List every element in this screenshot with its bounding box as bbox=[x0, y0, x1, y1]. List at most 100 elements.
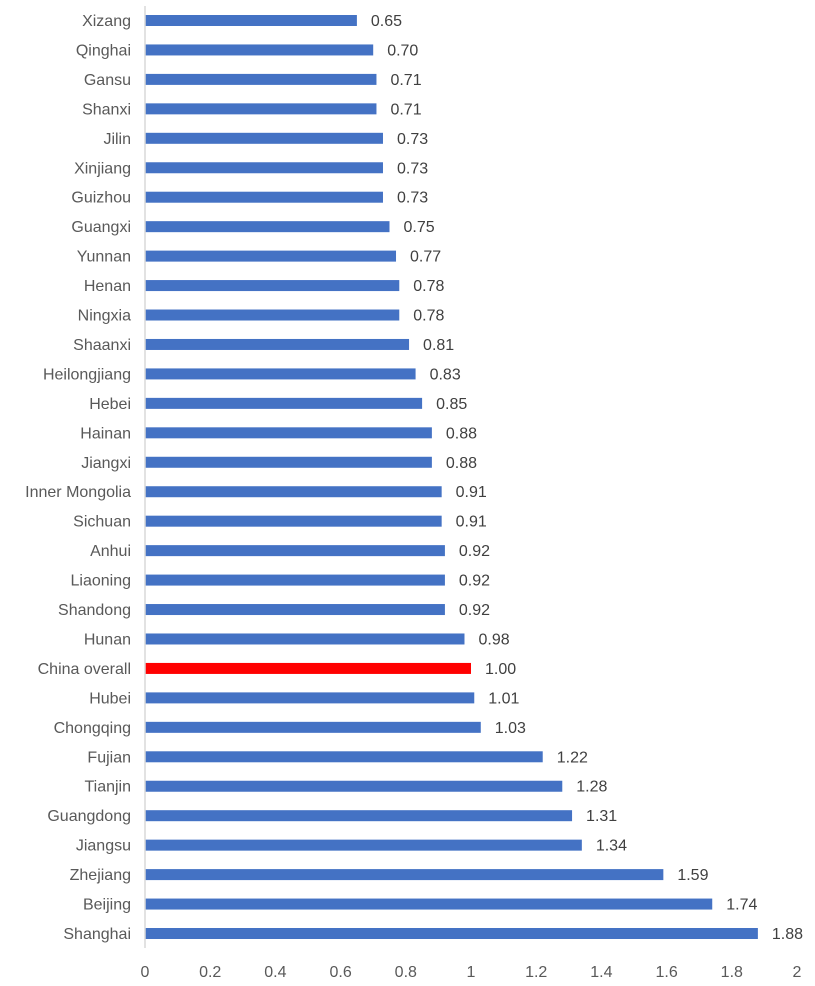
category-label: Guangxi bbox=[71, 219, 131, 236]
bar-shanghai bbox=[145, 928, 758, 939]
bar-jilin bbox=[145, 132, 383, 144]
value-label: 1.22 bbox=[557, 749, 588, 766]
value-label: 1.88 bbox=[772, 926, 803, 943]
bar-jiangsu bbox=[145, 839, 582, 851]
category-label: Hunan bbox=[84, 631, 131, 648]
value-label: 0.71 bbox=[390, 72, 421, 89]
value-label: 0.77 bbox=[410, 249, 441, 266]
category-label: Beijing bbox=[83, 897, 131, 914]
value-label: 0.81 bbox=[423, 337, 454, 354]
bar-jiangxi bbox=[145, 456, 432, 468]
category-labels: Xizang Qinghai Gansu Shanxi Jilin Xinjiang Gui… bbox=[25, 13, 131, 943]
category-label: Yunnan bbox=[77, 249, 131, 266]
value-label: 0.73 bbox=[397, 190, 428, 207]
category-label: China overall bbox=[38, 661, 131, 678]
category-label: Zhejiang bbox=[70, 867, 131, 884]
x-tick-label: 1.6 bbox=[655, 964, 677, 981]
value-label: 0.83 bbox=[430, 366, 461, 383]
category-label: Liaoning bbox=[71, 573, 132, 590]
category-label: Tianjin bbox=[84, 779, 131, 796]
bar-fujian bbox=[145, 751, 543, 763]
value-labels: 0.65 0.70 0.71 0.71 0.73 0.73 0.73 0.75 0.77 0.78… bbox=[371, 13, 803, 943]
category-label: Hubei bbox=[89, 690, 131, 707]
value-label: 0.92 bbox=[459, 573, 490, 590]
value-label: 0.98 bbox=[478, 631, 509, 648]
value-label: 0.70 bbox=[387, 42, 418, 59]
category-label: Henan bbox=[84, 278, 131, 295]
value-label: 1.31 bbox=[586, 808, 617, 825]
bar-hubei bbox=[145, 692, 475, 704]
value-label: 0.92 bbox=[459, 543, 490, 560]
category-label: Xizang bbox=[82, 13, 131, 30]
bar-shanxi bbox=[145, 103, 377, 115]
value-label: 0.91 bbox=[456, 514, 487, 531]
bar-inner-mongolia bbox=[145, 486, 442, 498]
category-label: Hainan bbox=[80, 425, 131, 442]
x-tick-label: 0.6 bbox=[329, 964, 351, 981]
bar-sichuan bbox=[145, 515, 442, 527]
value-label: 0.85 bbox=[436, 396, 467, 413]
value-label: 1.28 bbox=[576, 779, 607, 796]
x-tick-label: 0.8 bbox=[395, 964, 417, 981]
bar-china-overall bbox=[145, 662, 471, 674]
bar-guizhou bbox=[145, 191, 383, 203]
bar-anhui bbox=[145, 545, 445, 557]
value-label: 1.74 bbox=[726, 897, 757, 914]
bar-shaanxi bbox=[145, 338, 410, 350]
bars-group bbox=[145, 15, 758, 939]
x-tick-label: 0.2 bbox=[199, 964, 221, 981]
bar-tianjin bbox=[145, 780, 563, 792]
category-label: Guangdong bbox=[47, 808, 131, 825]
value-label: 0.92 bbox=[459, 602, 490, 619]
category-label: Qinghai bbox=[76, 42, 131, 59]
bar-xinjiang bbox=[145, 162, 383, 174]
category-label: Chongqing bbox=[54, 720, 131, 737]
bar-henan bbox=[145, 280, 400, 292]
bar-guangdong bbox=[145, 810, 573, 822]
bar-gansu bbox=[145, 73, 377, 85]
category-label: Hebei bbox=[89, 396, 131, 413]
value-label: 0.73 bbox=[397, 160, 428, 177]
value-label: 0.88 bbox=[446, 455, 477, 472]
bar-shandong bbox=[145, 604, 445, 616]
value-label: 0.71 bbox=[390, 101, 421, 118]
value-label: 0.73 bbox=[397, 131, 428, 148]
value-label: 0.65 bbox=[371, 13, 402, 30]
bar-hebei bbox=[145, 397, 423, 409]
x-tick-label: 0 bbox=[141, 964, 150, 981]
category-label: Shandong bbox=[58, 602, 131, 619]
category-label: Jiangxi bbox=[81, 455, 131, 472]
x-tick-label: 0.4 bbox=[264, 964, 286, 981]
category-label: Jiangsu bbox=[76, 838, 131, 855]
bar-hainan bbox=[145, 427, 432, 439]
bar-guangxi bbox=[145, 221, 390, 233]
bar-xizang bbox=[145, 15, 357, 26]
value-label: 1.34 bbox=[596, 838, 627, 855]
category-label: Xinjiang bbox=[74, 160, 131, 177]
category-label: Shanxi bbox=[82, 101, 131, 118]
x-tick-label: 1.8 bbox=[721, 964, 743, 981]
value-label: 0.88 bbox=[446, 425, 477, 442]
category-label: Ningxia bbox=[78, 308, 131, 325]
value-label: 1.59 bbox=[677, 867, 708, 884]
category-label: Gansu bbox=[84, 72, 131, 89]
category-label: Shaanxi bbox=[73, 337, 131, 354]
bar-yunnan bbox=[145, 250, 397, 262]
bar-hunan bbox=[145, 633, 465, 645]
category-label: Guizhou bbox=[71, 190, 131, 207]
category-label: Jilin bbox=[103, 131, 131, 148]
category-label: Heilongjiang bbox=[43, 366, 131, 383]
value-label: 1.03 bbox=[495, 720, 526, 737]
bar-zhejiang bbox=[145, 869, 664, 881]
category-label: Shanghai bbox=[63, 926, 131, 943]
bar-heilongjiang bbox=[145, 368, 416, 380]
value-label: 0.78 bbox=[413, 308, 444, 325]
category-label: Fujian bbox=[87, 749, 131, 766]
value-label: 1.01 bbox=[488, 690, 519, 707]
value-label: 0.91 bbox=[456, 484, 487, 501]
x-tick-label: 1.4 bbox=[590, 964, 612, 981]
bar-liaoning bbox=[145, 574, 445, 586]
bar-chongqing bbox=[145, 721, 481, 733]
value-label: 0.78 bbox=[413, 278, 444, 295]
